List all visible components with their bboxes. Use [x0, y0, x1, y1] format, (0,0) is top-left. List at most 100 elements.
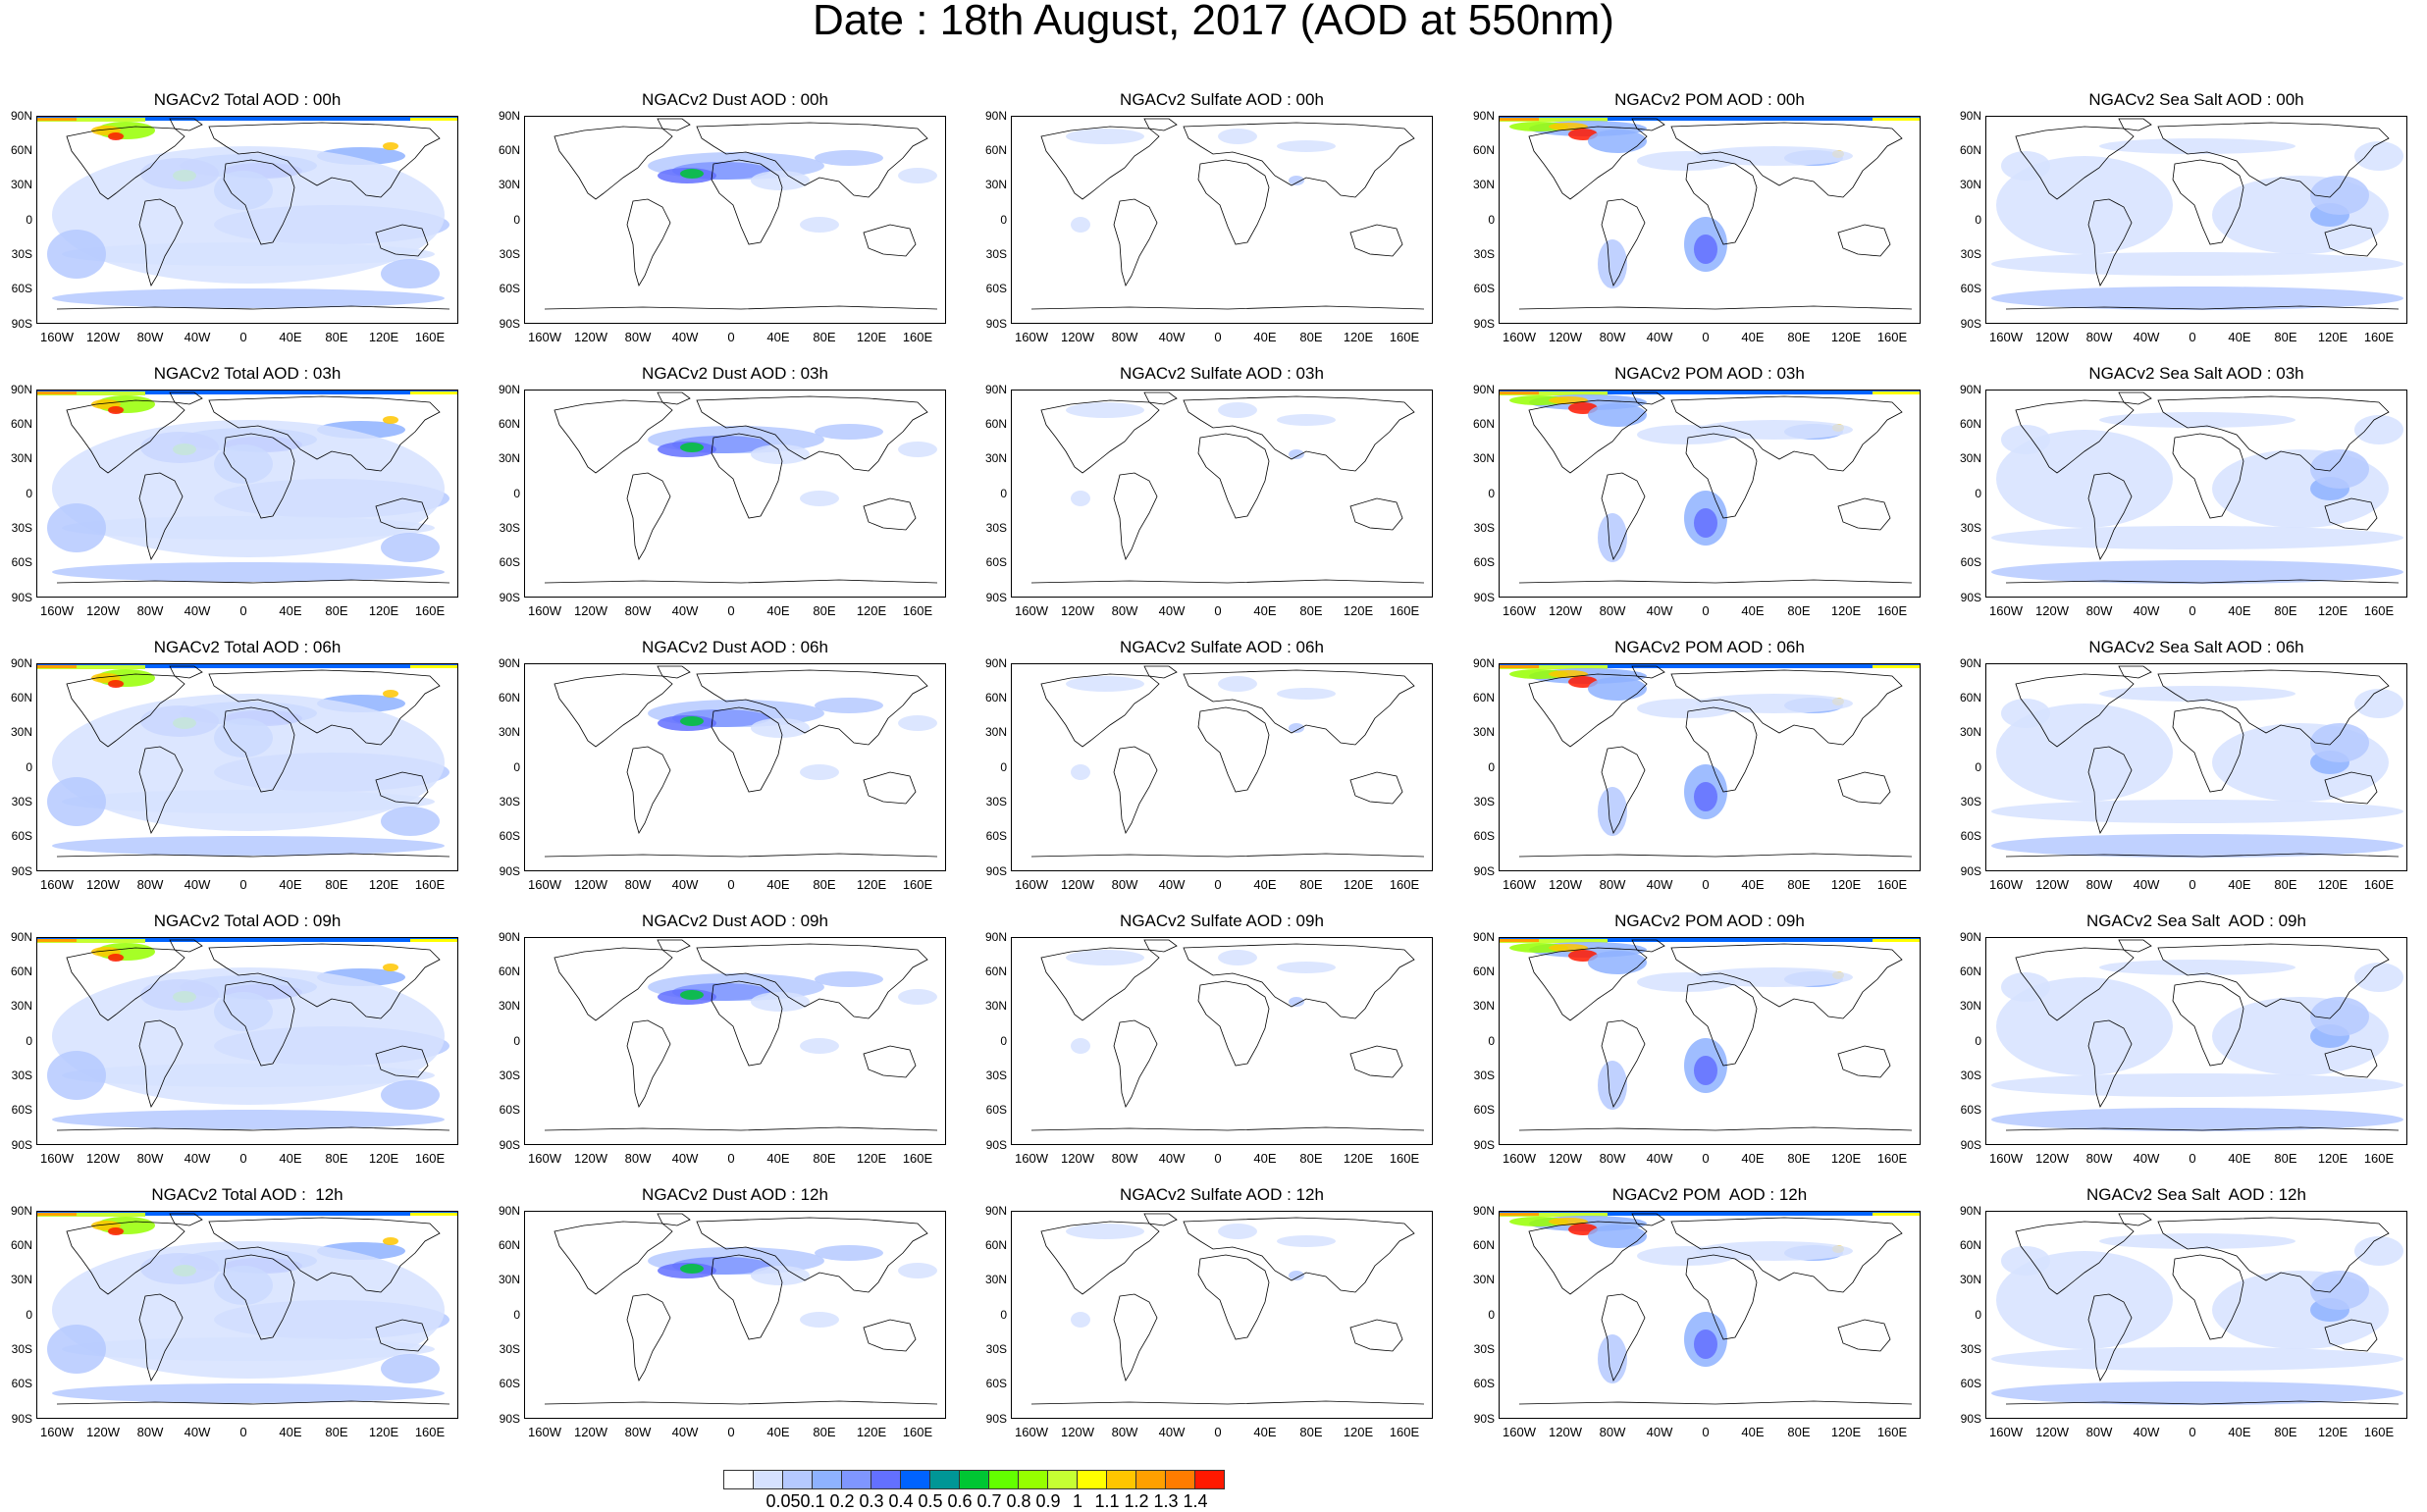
coastline: [2157, 943, 2390, 1019]
lon-tick-label: 0: [239, 877, 247, 892]
coastline: [1113, 1293, 1158, 1382]
aerosol-plume: [1588, 951, 1647, 974]
panel-title: NGACv2 Total AOD : 12h: [151, 1185, 343, 1204]
coastline: [1528, 947, 1648, 1021]
coastline: [66, 947, 185, 1021]
colorbar-swatch: [1165, 1470, 1195, 1489]
lon-tick-label: 80W: [1111, 877, 1138, 892]
aerosol-plume: [1071, 217, 1090, 233]
lon-tick-label: 0: [2189, 877, 2196, 892]
lon-tick-label: 120W: [574, 330, 607, 344]
aerosol-plume: [800, 1038, 839, 1054]
map-area: [1985, 390, 2407, 598]
aerosol-plume: [1066, 129, 1144, 144]
lon-tick-label: 160E: [1876, 1151, 1908, 1166]
lon-tick-label: 160W: [528, 603, 561, 618]
lon-tick-label: 40E: [766, 330, 790, 344]
coastline: [863, 771, 917, 805]
map-svg: [1500, 938, 1920, 1131]
lat-tick-label: 30N: [984, 1273, 1007, 1286]
lon-tick-label: 80E: [813, 877, 836, 892]
lat-tick-label: 30S: [985, 1342, 1007, 1356]
coastline: [1837, 1045, 1891, 1078]
panel-title: NGACv2 Sulfate AOD : 06h: [1120, 638, 1324, 656]
lon-tick-label: 120E: [368, 1425, 399, 1439]
map-area: [1011, 116, 1433, 324]
coastline: [1197, 980, 1270, 1067]
coastline: [1685, 159, 1758, 245]
colorbar-swatch: [1194, 1470, 1225, 1489]
panel-title: NGACv2 POM AOD : 03h: [1614, 364, 1805, 383]
aerosol-plume: [381, 533, 440, 562]
coastline: [2324, 1319, 2378, 1352]
panel-title: NGACv2 Sea Salt AOD : 03h: [2088, 364, 2304, 383]
lon-tick-label: 0: [1214, 330, 1222, 344]
map-panel-sulfate-1: NGACv2 Sulfate AOD : 03h 90N 60N 30N 0 30S 60S…: [979, 364, 1433, 618]
coastline: [657, 939, 691, 953]
lat-tick-label: 60S: [1473, 1103, 1495, 1117]
aerosol-plume: [1218, 950, 1257, 965]
lon-tick-label: 80E: [325, 1425, 348, 1439]
map-area: [1499, 937, 1921, 1145]
figure-title: Date : 18th August, 2017 (AOD at 550nm): [813, 0, 1614, 44]
coastline: [1670, 395, 1903, 472]
coastline: [223, 433, 295, 519]
lon-tick-label: 80W: [624, 330, 652, 344]
lat-tick-label: 0: [1975, 760, 1981, 774]
coastline: [208, 1217, 441, 1293]
lat-tick-label: 30S: [11, 521, 32, 535]
coastline: [711, 433, 783, 519]
coastline: [1685, 433, 1758, 519]
lat-tick-label: 60N: [10, 143, 32, 157]
lat-tick-label: 90N: [498, 1204, 520, 1218]
coastline: [223, 159, 295, 245]
lon-tick-label: 160E: [2363, 877, 2395, 892]
coastline: [626, 198, 671, 287]
lat-tick-label: 60S: [499, 282, 520, 295]
lon-tick-label: 160E: [2363, 603, 2395, 618]
lon-tick-label: 160E: [902, 1151, 933, 1166]
aerosol-plume: [2001, 425, 2050, 454]
aerosol-plume: [2310, 997, 2369, 1036]
map-panel-sulfate-0: NGACv2 Sulfate AOD : 00h 90N 60N 30N 0 30S 60S…: [979, 90, 1433, 344]
lat-tick-label: 0: [1488, 487, 1495, 500]
coastline: [1143, 1213, 1178, 1226]
lon-tick-label: 120E: [2317, 330, 2348, 344]
lat-tick-label: 0: [1975, 1308, 1981, 1322]
lat-tick-label: 30N: [498, 1273, 520, 1286]
lat-tick-label: 60N: [498, 143, 520, 157]
lat-tick-label: 30N: [984, 451, 1007, 465]
lon-tick-label: 120E: [1343, 603, 1374, 618]
lon-tick-label: 40E: [279, 330, 302, 344]
lat-tick-label: 30N: [498, 999, 520, 1013]
coastline: [1685, 706, 1758, 793]
aerosol-plume: [52, 1110, 445, 1129]
lat-tick-label: 90N: [498, 656, 520, 670]
lon-tick-label: 120E: [856, 1425, 887, 1439]
lat-tick-label: 30S: [1473, 1069, 1495, 1082]
lat-tick-label: 90S: [1473, 317, 1495, 331]
map-area: [1499, 390, 1921, 598]
lon-tick-label: 160W: [1015, 877, 1048, 892]
lon-tick-label: 0: [727, 603, 735, 618]
map-svg: [37, 391, 457, 584]
lat-tick-label: 30S: [11, 247, 32, 261]
aerosol-plume: [52, 694, 445, 831]
aerosol-plume: [2099, 960, 2295, 975]
lat-tick-label: 30S: [1960, 1342, 1981, 1356]
lat-tick-label: 60N: [498, 1238, 520, 1252]
lat-tick-label: 60N: [984, 965, 1007, 978]
colorbar-label: 0.1: [800, 1491, 825, 1511]
lon-tick-label: 120E: [2317, 877, 2348, 892]
coastline: [1040, 399, 1160, 474]
colorbar-swatch: [1047, 1470, 1078, 1489]
coastline: [1030, 1400, 1425, 1405]
map-panel-total-1: NGACv2 Total AOD : 03h 90N 60N 30N 0 30S 60S 90…: [5, 364, 458, 618]
panel-title: NGACv2 Sulfate AOD : 00h: [1120, 90, 1324, 109]
map-area: [524, 116, 946, 324]
coastline: [208, 122, 441, 198]
coastline: [1183, 1217, 1415, 1293]
colorbar-swatch: [1135, 1470, 1166, 1489]
map-panel-seasalt-4: NGACv2 Sea Salt AOD : 12h 90N 60N 30N 0 30S 60…: [1954, 1185, 2407, 1439]
lon-tick-label: 120W: [574, 1425, 607, 1439]
